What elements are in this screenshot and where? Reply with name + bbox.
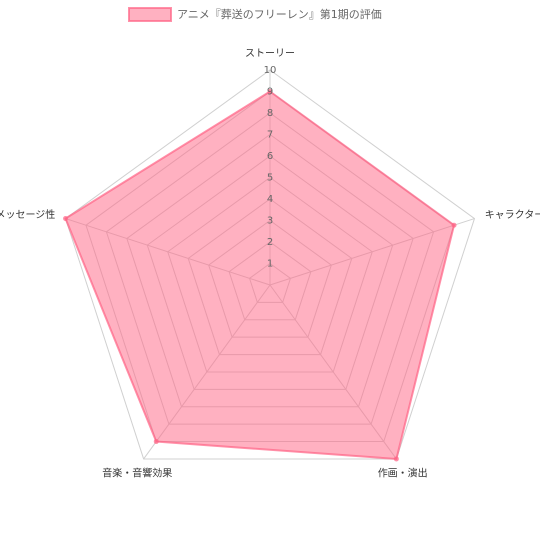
category-label: メッセージ性 (0, 208, 55, 221)
category-label: 作画・演出 (378, 467, 428, 480)
category-label: 音楽・音響効果 (102, 467, 172, 480)
r-tick-label: 6 (267, 151, 273, 162)
r-tick-label: 2 (267, 237, 273, 248)
legend-swatch (128, 7, 172, 22)
grid-line (64, 69, 476, 460)
r-tick-label: 10 (264, 65, 277, 76)
r-tick-label: 5 (267, 173, 273, 184)
data-point (393, 456, 399, 462)
r-tick-label: 3 (267, 216, 273, 227)
r-tick-label: 8 (267, 108, 273, 119)
category-label: キャラクター (485, 209, 540, 221)
data-point (153, 439, 159, 445)
data-area (64, 90, 456, 460)
r-tick-label: 1 (267, 259, 273, 270)
r-tick-label: 4 (267, 194, 273, 205)
data-point (267, 89, 273, 94)
data-point (63, 216, 69, 222)
r-tick-label: 7 (267, 130, 273, 141)
r-tick-label: 9 (267, 87, 273, 98)
data-point (451, 222, 457, 228)
legend-label: アニメ『葬送のフリーレン』第1期の評価 (177, 7, 382, 21)
category-label: ストーリー (245, 48, 295, 59)
